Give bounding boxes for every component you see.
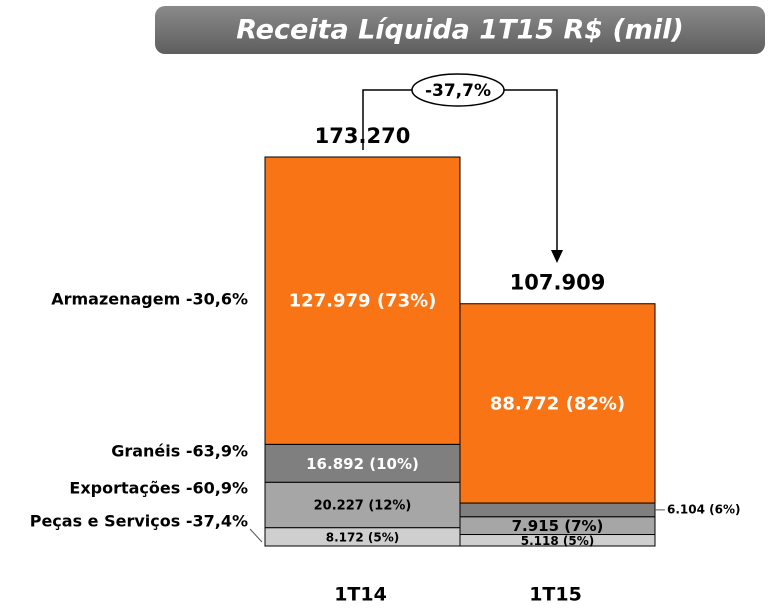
bar-segment: [264, 156, 461, 445]
bar-segment: [459, 303, 656, 504]
value-label: 5.118 (5%): [521, 534, 594, 548]
value-label: 20.227 (12%): [314, 498, 412, 513]
bar-segment: [459, 502, 656, 518]
total-label: 107.909: [510, 271, 606, 295]
value-label: 88.772 (82%): [490, 393, 625, 414]
value-label: 7.915 (7%): [512, 517, 604, 535]
annotation-bubble: [411, 73, 505, 107]
x-tick-label: 1T15: [529, 584, 582, 606]
x-tick-label: 1T14: [334, 584, 387, 606]
legend-label: Armazenagem -30,6%: [51, 290, 248, 309]
value-label: 16.892 (10%): [306, 455, 419, 473]
label-bg: [314, 453, 411, 474]
value-label: 6.104 (6%): [667, 502, 740, 516]
connector: [504, 89, 558, 252]
chart-title: Receita Líquida 1T15 R$ (mil): [236, 15, 684, 46]
arrow-head: [551, 250, 563, 263]
legend-label: Exportações -60,9%: [69, 479, 248, 498]
total-label: 173.270: [315, 124, 411, 148]
value-label: 127.979 (73%): [289, 291, 437, 312]
legend-label: Granéis -63,9%: [111, 442, 248, 461]
annotation: -37,7%: [425, 81, 491, 101]
value-label: 8.172 (5%): [326, 530, 399, 544]
title-banner: [155, 6, 765, 54]
legend-label: Peças e Serviços -37,4%: [30, 512, 248, 531]
connector: [362, 89, 412, 150]
leader-line: [249, 528, 263, 543]
